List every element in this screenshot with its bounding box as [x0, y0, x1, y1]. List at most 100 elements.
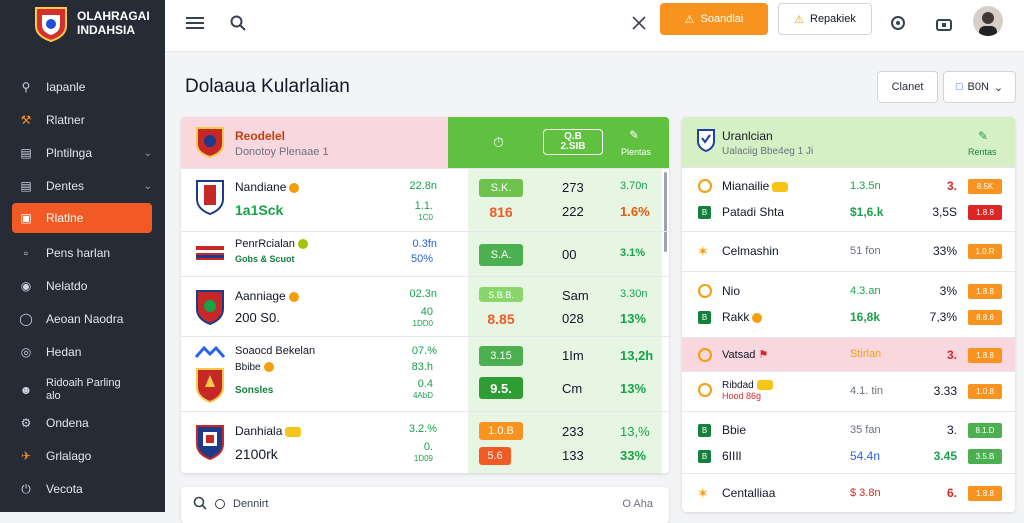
odds-value: 0.4 4AbD: [412, 378, 433, 401]
pct-value: 3.: [946, 348, 957, 362]
odds-value: 0.3fn: [412, 238, 437, 250]
list-item[interactable]: ✶ Celmashin 51 fon 33% 1.0.R: [682, 231, 1015, 271]
bell-icon: ⚠: [684, 13, 695, 26]
team-name: PenrRcialan: [235, 238, 308, 250]
sidebar-item-12[interactable]: ✈ Grlalago: [12, 441, 152, 471]
primary-action-button[interactable]: ⚠ Soandlai: [660, 3, 768, 35]
gift-icon[interactable]: [933, 12, 955, 34]
sidebar-item-label: Rlatlne: [46, 211, 84, 225]
bottom-search-bar[interactable]: Dennirt O Aha: [181, 487, 669, 523]
list-item-highlighted[interactable]: Vatsad ⚑ Stirlan 3. 1.8.8: [682, 337, 1015, 371]
odds-pill[interactable]: S.K.: [479, 179, 523, 197]
badge-icon: [263, 362, 274, 373]
sidebar-item-5[interactable]: ▣ Rlatlne: [12, 203, 152, 233]
sidebar-item-label: Nelatdo: [46, 279, 88, 293]
card-subtitle: Donotoy Plenaae 1: [235, 146, 329, 158]
sidebar-item-9[interactable]: ◎ Hedan: [12, 337, 152, 367]
search-icon[interactable]: [227, 12, 249, 34]
list-item[interactable]: B Bbie 35 fan 3. 8.1.D B 6IIIl 54.4n 3.4…: [682, 411, 1015, 473]
odds-value: 16,8k: [850, 310, 881, 324]
radio-icon[interactable]: [215, 499, 225, 509]
brand-logo[interactable]: [34, 6, 68, 42]
list-item[interactable]: Mianailie 1.3.5n 3. 8.5K B Patadi Shta $…: [682, 167, 1015, 231]
coin-icon: [698, 348, 712, 362]
stat-value: 1Im: [562, 348, 584, 363]
close-icon[interactable]: [628, 12, 650, 34]
odds-value: 51 fon: [850, 245, 881, 257]
badge-icon: [288, 291, 299, 302]
card-header-odds: [448, 117, 669, 168]
odds-pill[interactable]: 816: [489, 204, 513, 220]
chevron-down-icon: ⌄: [143, 180, 152, 192]
odds-pill[interactable]: S.A.: [479, 244, 523, 266]
item-name: 6IIIl: [722, 449, 742, 463]
status-badge: 1.8.8: [968, 284, 1002, 299]
table-row[interactable]: Aanniage 200 S0. 02.3n 40 1DD0 S.B.B. 8.8…: [181, 276, 669, 336]
timer-icon[interactable]: ⏱: [493, 134, 504, 150]
stat-value: 133: [562, 448, 584, 463]
pct-value: 3,5S: [932, 205, 957, 219]
stat-value: Cm: [562, 381, 583, 396]
table-row[interactable]: PenrRcialan Gobs & Scuot 0.3fn 50% S.A. …: [181, 231, 669, 276]
brand-name: OLAHRAGAI INDAHSIA: [77, 9, 150, 37]
odds-value: Stirlan: [850, 348, 882, 360]
table-row[interactable]: Soaocd Bekelan Bbibe Sonsles 07.% 83.h 0…: [181, 336, 669, 411]
sidebar-item-8[interactable]: ◯ Aeoan Naodra: [12, 304, 152, 334]
pct-value: 33%: [932, 244, 957, 258]
filter-button[interactable]: Clanet: [877, 71, 938, 103]
secondary-action-button[interactable]: ⚠ Repakiek: [778, 3, 872, 35]
list-item[interactable]: Ribdad Hood 86g 4.1. tin 3.33 1.0.8: [682, 371, 1015, 411]
badge-icon: [297, 239, 308, 250]
scrollbar[interactable]: [664, 172, 667, 252]
status-badge: 8.1.D: [968, 423, 1002, 438]
plane-icon: ✈: [20, 449, 32, 463]
sidebar-item-3[interactable]: ▤ Plntilnga ⌄: [12, 138, 152, 168]
menu-icon[interactable]: [184, 12, 206, 34]
view-dropdown[interactable]: □ B0N ⌄: [943, 71, 1016, 103]
status-badge: 1.0.8: [968, 384, 1002, 399]
odds-pill[interactable]: 1.0.B: [479, 422, 523, 440]
odds-toggle-button[interactable]: Q.B 2.SIB: [543, 129, 603, 155]
edit-icon[interactable]: ✎: [629, 128, 640, 142]
sidebar-item-label: Dentes: [46, 179, 85, 193]
badge-icon: [752, 312, 763, 323]
sidebar-item-11[interactable]: ⚙ Ondena: [12, 408, 152, 438]
search-text: Dennirt: [233, 498, 269, 510]
odds-value: 83.h: [411, 361, 433, 373]
stat-value: 13%: [620, 381, 647, 396]
sidebar-item-2[interactable]: ⚒ Rlatner: [12, 105, 152, 135]
team-name: Danhiala: [235, 424, 302, 438]
table-row[interactable]: Nandiane 1a1Sck 22.8n 1.1. 1C0 S.K. 816 2…: [181, 168, 669, 231]
avatar[interactable]: [973, 6, 1003, 36]
edit-icon[interactable]: ✎: [978, 129, 989, 143]
sidebar-item-7[interactable]: ◉ Nelatdo: [12, 271, 152, 301]
sidebar-item-13[interactable]: ⏻ Vecota: [12, 474, 152, 504]
team-crest-icon: [196, 246, 224, 260]
globe-icon: ◎: [20, 345, 32, 359]
wave-icon: [195, 345, 225, 358]
sidebar-item-4[interactable]: ▤ Dentes ⌄: [12, 171, 152, 201]
table-row[interactable]: Danhiala 2100rk 3.2.% 0. 1D09 1.0.B 5.6 2…: [181, 411, 669, 473]
list-item[interactable]: ✶ Centalliaa $ 3.8n 6. 1.8.8: [682, 473, 1015, 512]
search-right-label: O Aha: [622, 498, 653, 510]
power-icon[interactable]: [887, 12, 909, 34]
item-name: Ribdad Hood 86g: [722, 380, 773, 402]
team-name: Aanniage: [235, 289, 299, 303]
sidebar-item-10[interactable]: ☻ Ridoaih Parling alo: [12, 374, 152, 406]
odds-pill[interactable]: 3.15: [479, 346, 523, 366]
odds-value: 4.1. tin: [850, 385, 884, 397]
odds-pill[interactable]: 5.6: [479, 447, 511, 465]
team-code: 2100rk: [235, 446, 278, 462]
sidebar-item-1[interactable]: ⚲ Iapanle: [12, 72, 152, 102]
coin-icon: [698, 383, 712, 397]
odds-pill[interactable]: S.B.B.: [479, 287, 523, 302]
person-icon: ☻: [19, 382, 33, 397]
odds-pill[interactable]: 9.5.: [479, 377, 523, 399]
document-icon: ▤: [20, 146, 32, 160]
list-item[interactable]: Nio 4.3.an 3% 1.8.8 B Rakk 16,8k 7,3% 8.…: [682, 271, 1015, 337]
b-icon: B: [698, 450, 711, 463]
item-name: Patadi Shta: [722, 205, 785, 219]
odds-pill[interactable]: 8.85: [487, 311, 515, 327]
sidebar-item-6[interactable]: ▫ Pens harlan: [12, 238, 152, 268]
sidebar-item-label: Vecota: [46, 482, 83, 496]
